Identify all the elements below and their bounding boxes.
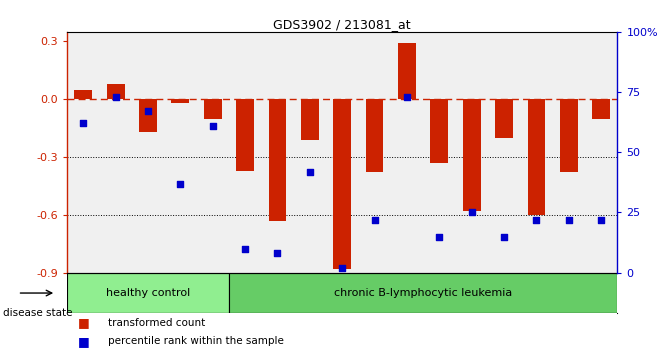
Point: [466, 210, 477, 215]
Bar: [236, 99, 254, 171]
Text: chronic B-lymphocytic leukemia: chronic B-lymphocytic leukemia: [334, 288, 512, 298]
Bar: [560, 99, 578, 172]
Text: healthy control: healthy control: [106, 288, 190, 298]
Bar: [139, 99, 157, 132]
Bar: [268, 99, 287, 221]
Point: [110, 94, 121, 100]
Point: [305, 169, 315, 175]
Point: [78, 120, 89, 126]
Bar: [430, 99, 448, 163]
Point: [337, 265, 348, 271]
Bar: [495, 99, 513, 138]
Point: [240, 246, 250, 251]
Title: GDS3902 / 213081_at: GDS3902 / 213081_at: [273, 18, 411, 31]
Point: [531, 217, 541, 223]
Text: disease state: disease state: [3, 308, 73, 318]
Bar: [333, 99, 351, 269]
Bar: [592, 99, 610, 119]
Point: [564, 217, 574, 223]
Point: [175, 181, 186, 187]
Text: transformed count: transformed count: [109, 318, 205, 328]
Point: [401, 94, 412, 100]
Text: ■: ■: [78, 335, 90, 348]
Point: [143, 108, 154, 114]
Bar: [107, 84, 125, 99]
Point: [272, 251, 283, 256]
Bar: [67, 273, 229, 313]
Bar: [463, 99, 480, 211]
Bar: [172, 99, 189, 103]
Text: percentile rank within the sample: percentile rank within the sample: [109, 336, 285, 346]
Bar: [229, 273, 617, 313]
Bar: [301, 99, 319, 140]
Point: [499, 234, 509, 239]
Bar: [398, 44, 416, 99]
Bar: [204, 99, 221, 119]
Bar: [74, 90, 92, 99]
Text: ■: ■: [78, 316, 90, 329]
Point: [207, 123, 218, 129]
Point: [596, 217, 607, 223]
Bar: [366, 99, 384, 172]
Bar: [527, 99, 546, 215]
Point: [369, 217, 380, 223]
Point: [434, 234, 445, 239]
